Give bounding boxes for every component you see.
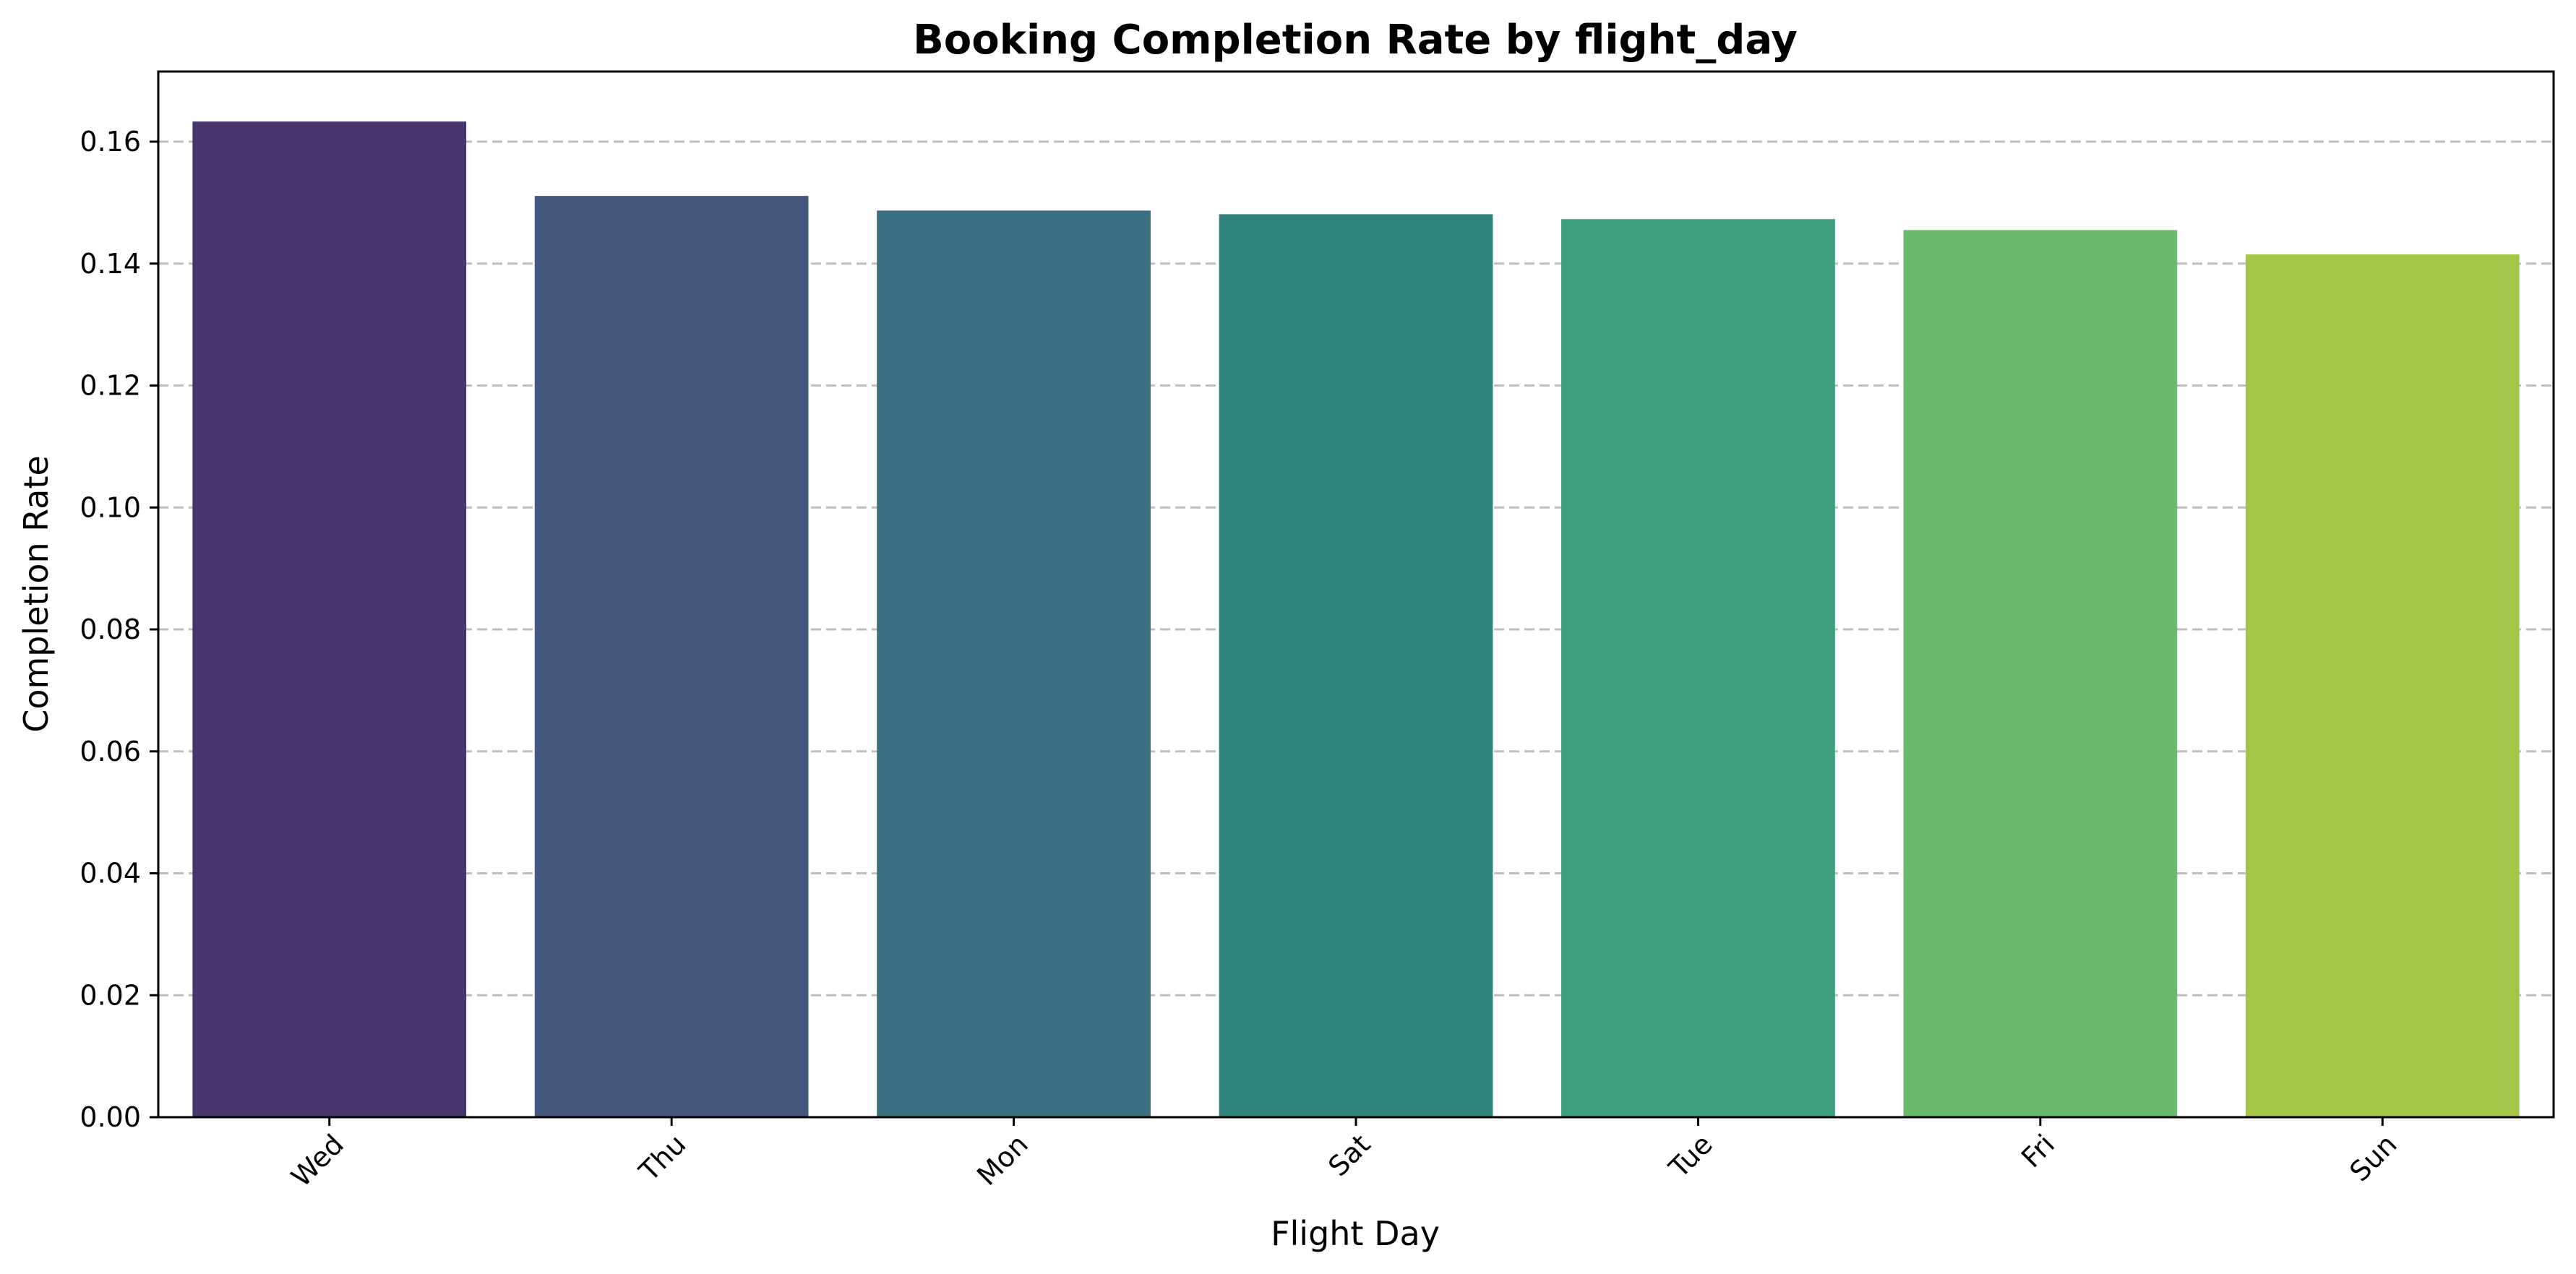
x-axis-label: Flight Day <box>1271 1214 1440 1253</box>
x-tick-label: Tue <box>1662 1128 1719 1184</box>
x-tick-label: Mon <box>971 1128 1034 1192</box>
bar-layer <box>192 121 2520 1118</box>
y-tick-label: 0.12 <box>80 370 141 402</box>
y-tick-label: 0.00 <box>80 1101 141 1133</box>
bar-mon <box>877 210 1151 1117</box>
y-tick-label: 0.06 <box>80 736 141 767</box>
x-tick-label: Sat <box>1322 1128 1376 1182</box>
y-tick-label: 0.02 <box>80 979 141 1011</box>
y-axis: 0.00 0.02 0.04 0.06 0.08 0.10 0.12 0.14 0.16 <box>80 126 158 1133</box>
bar-sun <box>2245 254 2520 1118</box>
bar-wed <box>192 121 467 1117</box>
y-axis-label: Completion Rate <box>17 455 56 733</box>
y-tick-label: 0.14 <box>80 248 141 280</box>
y-tick-label: 0.16 <box>80 126 141 158</box>
y-tick-label: 0.10 <box>80 491 141 523</box>
bar-tue <box>1561 219 1835 1117</box>
y-tick-label: 0.08 <box>80 614 141 645</box>
bar-sat <box>1219 214 1493 1117</box>
x-tick-label: Wed <box>285 1128 350 1193</box>
bar-fri <box>1903 230 2178 1118</box>
bar-thu <box>534 196 809 1117</box>
y-tick-label: 0.04 <box>80 858 141 890</box>
x-tick-label: Thu <box>632 1128 692 1187</box>
x-tick-label: Fri <box>2015 1128 2061 1174</box>
chart-title: Booking Completion Rate by flight_day <box>913 17 1798 64</box>
x-tick-label: Sun <box>2343 1128 2403 1187</box>
x-axis: Wed Thu Mon Sat Tue Fri Sun <box>285 1117 2403 1193</box>
